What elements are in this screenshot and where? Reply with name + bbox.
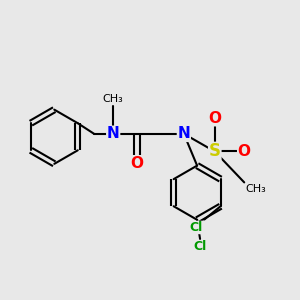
- Text: CH₃: CH₃: [246, 184, 266, 194]
- Text: N: N: [107, 126, 120, 141]
- Text: O: O: [238, 144, 251, 159]
- Text: Cl: Cl: [194, 240, 207, 254]
- Text: CH₃: CH₃: [103, 94, 124, 104]
- Text: O: O: [208, 111, 221, 126]
- Text: N: N: [178, 126, 190, 141]
- Text: S: S: [209, 142, 221, 160]
- Text: Cl: Cl: [190, 221, 203, 234]
- Text: O: O: [130, 156, 143, 171]
